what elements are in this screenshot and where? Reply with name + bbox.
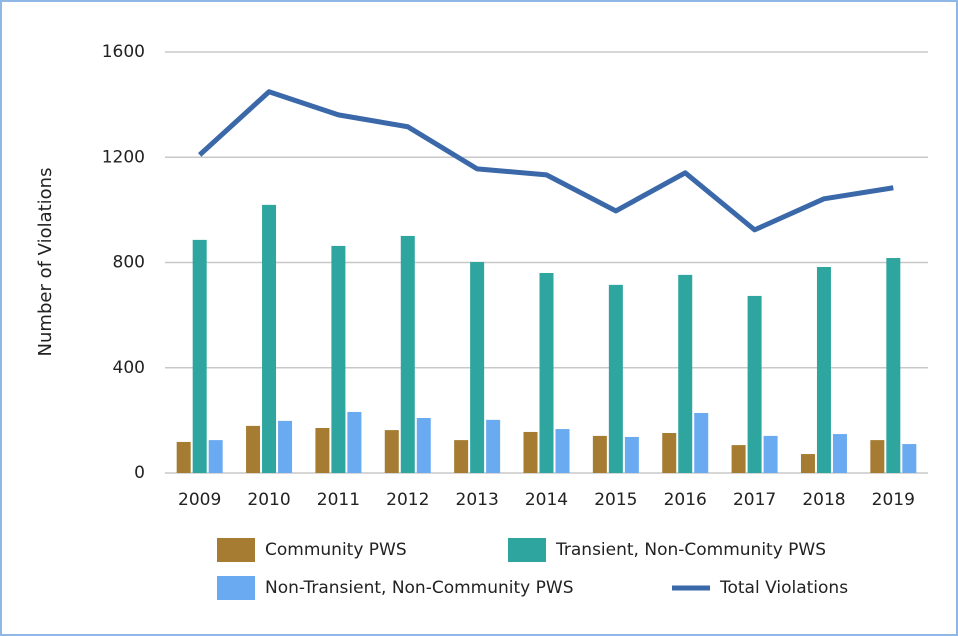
bar [523,431,538,473]
bar [208,440,223,473]
bar [694,413,709,473]
bar [747,295,762,473]
bar [678,274,693,473]
bar [800,454,815,473]
y-tick-label: 1600 [102,42,145,62]
bar [886,258,901,473]
bar [470,261,485,473]
bar [331,245,346,473]
bar [662,433,677,473]
legend-swatch [217,576,255,600]
bar [816,266,831,473]
x-tick-label: 2011 [317,490,360,510]
x-tick-label: 2013 [456,490,499,510]
x-tick-label: 2019 [872,490,915,510]
y-tick-label: 1200 [102,147,145,167]
legend-label: Community PWS [265,540,407,560]
x-tick-label: 2010 [247,490,290,510]
bar [262,204,277,474]
bar [608,284,623,473]
x-tick-label: 2009 [178,490,221,510]
legend-label: Total Violations [719,578,848,598]
bar [315,428,330,473]
legend-label: Transient, Non-Community PWS [555,540,826,560]
bar [416,418,431,473]
x-tick-label: 2014 [525,490,568,510]
y-tick-label: 0 [134,463,145,483]
legend-swatch [508,538,546,562]
y-tick-label: 400 [113,358,145,378]
x-tick-label: 2012 [386,490,429,510]
x-tick-label: 2016 [664,490,707,510]
bar [347,411,362,473]
bar [454,440,469,473]
bar [832,434,847,473]
bar [539,273,554,473]
bar [731,445,746,473]
bar [278,420,293,473]
bar [246,425,261,473]
y-axis-label: Number of Violations [35,168,56,357]
bar [400,235,415,473]
bar [624,436,639,473]
legend-label: Non-Transient, Non-Community PWS [265,578,574,598]
bar [384,430,399,473]
bar [176,441,191,473]
y-tick-label: 800 [113,253,145,273]
bar [763,435,778,473]
bar [592,435,607,473]
x-tick-label: 2015 [594,490,637,510]
bar [486,419,501,473]
bar [555,429,570,473]
x-tick-label: 2017 [733,490,776,510]
bar [902,444,917,473]
line [197,89,894,233]
legend-swatch [217,538,255,562]
bar [870,440,885,473]
bar [192,239,207,473]
x-tick-label: 2018 [802,490,845,510]
